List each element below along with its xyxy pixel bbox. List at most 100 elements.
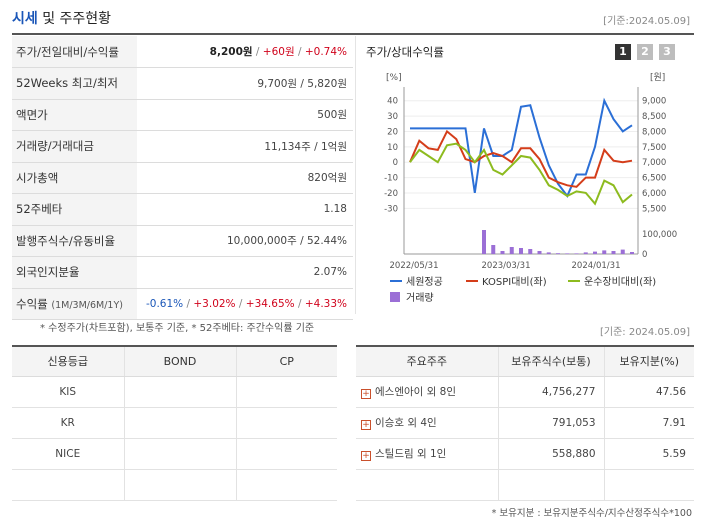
table-row[interactable]: + 에스엔아이 외 8인 4,756,277 47.56 bbox=[356, 376, 694, 408]
legend-label: 세원정공 bbox=[406, 276, 443, 288]
price-change: +60원 bbox=[262, 46, 295, 58]
volume-bar bbox=[519, 248, 523, 254]
footnote-holding: * 보유지분 : 보유지분주식수/지수산정주식수*100 bbox=[491, 508, 692, 519]
info-label: 주가/전일대비/수익률 bbox=[12, 36, 137, 68]
right-tick-label: 6,000 bbox=[642, 189, 666, 199]
right-tick-label: 6,500 bbox=[642, 174, 666, 184]
volume-bar bbox=[565, 253, 570, 254]
info-row-shares: 발행주식수/유동비율 10,000,000주 / 52.44% bbox=[12, 225, 353, 257]
info-label: 거래량/거래대금 bbox=[12, 130, 137, 163]
info-row-returns: 수익률 (1M/3M/6M/1Y) -0.61% / +3.02% / +34.… bbox=[12, 288, 353, 320]
volume-bar bbox=[509, 247, 514, 254]
major-holders-table: 주요주주 보유주식수(보통) 보유지분(%) + 에스엔아이 외 8인 4,756… bbox=[356, 345, 694, 501]
credit-cp bbox=[236, 376, 337, 408]
credit-agency bbox=[12, 469, 125, 501]
volume-tick-label: 100,000 bbox=[642, 230, 677, 240]
credit-cp bbox=[236, 438, 337, 470]
left-tick-label: -10 bbox=[384, 174, 398, 184]
current-price: 8,200원 bbox=[209, 46, 253, 58]
info-label: 수익률 (1M/3M/6M/1Y) bbox=[12, 288, 137, 320]
volume-bar bbox=[593, 251, 597, 254]
info-label-main: 수익률 bbox=[16, 296, 48, 311]
table-row: KIS bbox=[12, 376, 337, 408]
table-row bbox=[356, 469, 694, 501]
left-tick-label: 40 bbox=[387, 97, 398, 107]
info-label: 시가총액 bbox=[12, 162, 137, 194]
volume-bar bbox=[611, 251, 616, 254]
info-row-price: 주가/전일대비/수익률 8,200원 / +60원 / +0.74% bbox=[12, 36, 353, 68]
x-tick-label: 2024/01/31 bbox=[572, 261, 621, 271]
holder-shares bbox=[498, 469, 605, 501]
holder-name bbox=[356, 469, 499, 501]
holder-name-text[interactable]: 이승호 외 4인 bbox=[375, 417, 437, 429]
credit-header-rating: 신용등급 bbox=[12, 346, 125, 377]
credit-header-row: 신용등급 BOND CP bbox=[12, 346, 337, 377]
volume-bar bbox=[620, 249, 625, 254]
info-value: 9,700원 / 5,820원 bbox=[137, 67, 353, 100]
credit-bond bbox=[124, 407, 237, 439]
quote-info-table: 주가/전일대비/수익률 8,200원 / +60원 / +0.74% 52Wee… bbox=[12, 36, 353, 320]
return-3m: +3.02% bbox=[193, 297, 236, 310]
x-tick-label: 2023/03/31 bbox=[482, 261, 531, 271]
footnote-adjusted: * 수정주가(차트포함), 보통주 기준, * 52주베타: 주간수익률 기준 bbox=[40, 323, 315, 334]
series-line-운수장비대비(좌) bbox=[409, 142, 633, 206]
holder-name[interactable]: + 이승호 외 4인 bbox=[356, 407, 499, 439]
right-tick-label: 9,000 bbox=[642, 97, 666, 107]
holder-pct: 5.59 bbox=[604, 438, 694, 470]
return-1m: -0.61% bbox=[145, 297, 184, 310]
reference-date-mid: [기준: 2024.05.09] bbox=[599, 327, 690, 338]
chart-page-2-button[interactable]: 2 bbox=[637, 44, 653, 60]
left-tick-label: 20 bbox=[387, 127, 398, 137]
header-divider bbox=[12, 33, 694, 35]
info-label-sub: (1M/3M/6M/1Y) bbox=[51, 299, 123, 311]
credit-header-bond: BOND bbox=[124, 346, 237, 377]
reference-date: [기준:2024.05.09] bbox=[603, 16, 690, 27]
chart-page-1-button[interactable]: 1 bbox=[615, 44, 631, 60]
info-value: 1.18 bbox=[137, 193, 353, 226]
holders-header-row: 주요주주 보유주식수(보통) 보유지분(%) bbox=[356, 346, 694, 377]
volume-bar bbox=[528, 249, 533, 254]
info-value: 11,134주 / 1억원 bbox=[137, 130, 353, 163]
holder-name[interactable]: + 스틸드림 외 1인 bbox=[356, 438, 499, 470]
holders-header-pct: 보유지분(%) bbox=[604, 346, 694, 377]
credit-bond bbox=[124, 438, 237, 470]
table-row bbox=[12, 469, 337, 501]
expand-plus-icon[interactable]: + bbox=[361, 420, 371, 430]
credit-bond bbox=[124, 469, 237, 501]
chart-panel: 주가/상대수익률 1 2 3 [%] [원] 40 30 20 10 0 -10 -20 -30 9… bbox=[355, 36, 694, 314]
holder-name-text[interactable]: 스틸드림 외 1인 bbox=[375, 448, 447, 460]
table-row[interactable]: + 스틸드림 외 1인 558,880 5.59 bbox=[356, 438, 694, 470]
volume-bar bbox=[574, 253, 579, 254]
legend-label: 거래량 bbox=[406, 292, 434, 304]
credit-agency: NICE bbox=[12, 438, 125, 470]
info-label: 외국인지분율 bbox=[12, 256, 137, 289]
chart-title: 주가/상대수익률 bbox=[366, 45, 444, 59]
info-value: 8,200원 / +60원 / +0.74% bbox=[137, 36, 353, 68]
right-tick-label: 7,500 bbox=[642, 143, 666, 153]
expand-plus-icon[interactable]: + bbox=[361, 389, 371, 399]
volume-bar bbox=[583, 252, 588, 254]
left-tick-label: -30 bbox=[384, 204, 398, 214]
series-line-세원정공 bbox=[410, 97, 633, 198]
info-label: 52주베타 bbox=[12, 193, 137, 226]
return-6m: +34.65% bbox=[245, 297, 295, 310]
holder-name[interactable]: + 에스엔아이 외 8인 bbox=[356, 376, 499, 408]
holder-shares: 791,053 bbox=[498, 407, 605, 439]
holder-pct: 47.56 bbox=[604, 376, 694, 408]
info-value: 820억원 bbox=[137, 162, 353, 194]
table-row[interactable]: + 이승호 외 4인 791,053 7.91 bbox=[356, 407, 694, 439]
info-label: 52Weeks 최고/최저 bbox=[12, 67, 137, 100]
credit-agency: KIS bbox=[12, 376, 125, 408]
chart-page-3-button[interactable]: 3 bbox=[659, 44, 675, 60]
info-row-market-cap: 시가총액 820억원 bbox=[12, 162, 353, 194]
page-title: 시세 및 주주현황 bbox=[12, 8, 111, 28]
right-axis-unit: [원] bbox=[650, 72, 665, 83]
holder-shares: 4,756,277 bbox=[498, 376, 605, 408]
holders-header-shares: 보유주식수(보통) bbox=[498, 346, 605, 377]
info-value: 500원 bbox=[137, 99, 353, 131]
holder-name-text[interactable]: 에스엔아이 외 8인 bbox=[375, 386, 456, 398]
legend-label: 운수장비대비(좌) bbox=[584, 276, 656, 288]
info-label: 발행주식수/유동비율 bbox=[12, 225, 137, 257]
volume-bar bbox=[491, 245, 496, 254]
expand-plus-icon[interactable]: + bbox=[361, 451, 371, 461]
